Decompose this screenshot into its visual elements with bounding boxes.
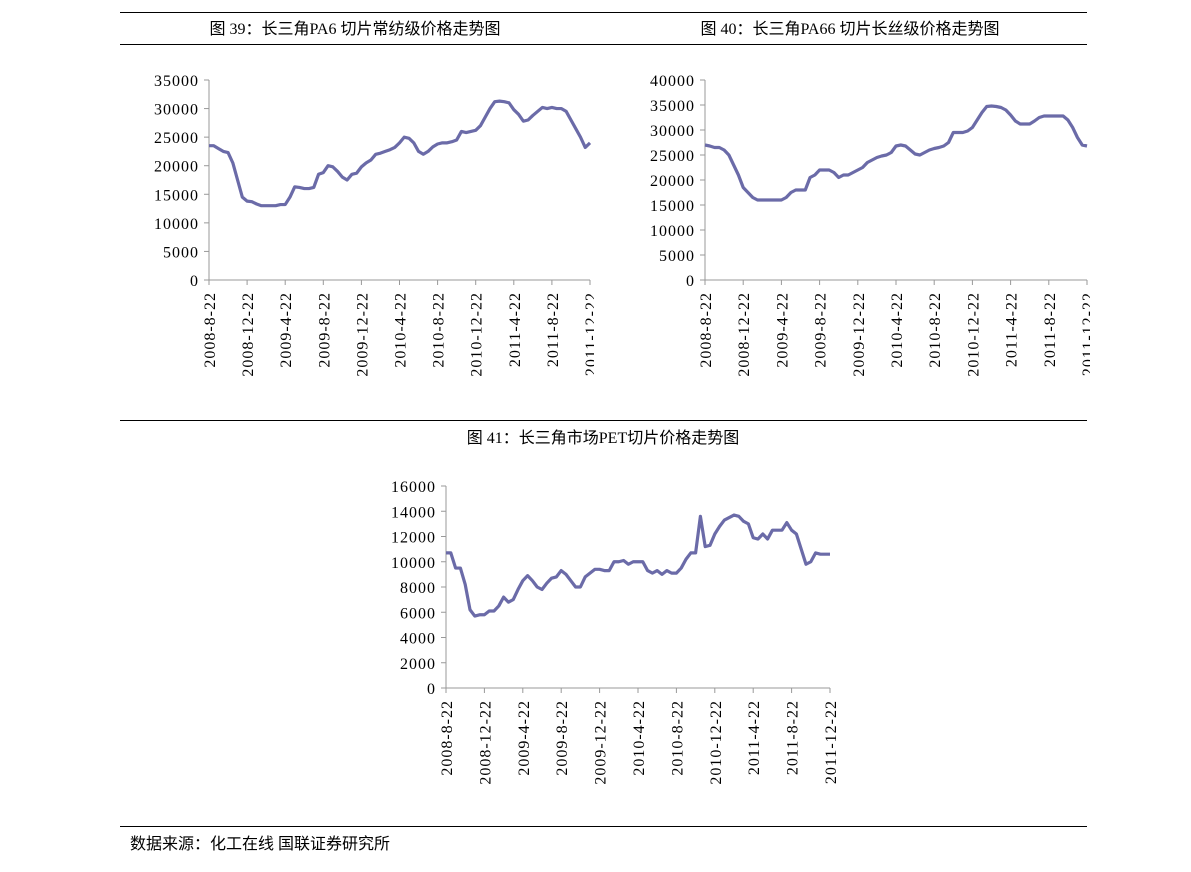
y-tick-label: 15000 — [650, 198, 695, 215]
y-tick-label: 2000 — [400, 656, 436, 673]
x-tick-label: 2010-4-22 — [889, 292, 906, 368]
chart-title: 图 41：长三角市场PET切片价格走势图 — [467, 429, 739, 447]
y-tick-label: 0 — [686, 273, 695, 290]
x-tick-label: 2011-8-22 — [545, 292, 562, 367]
x-tick-label: 2009-4-22 — [516, 700, 533, 776]
y-tick-label: 5000 — [659, 248, 695, 265]
y-tick-label: 15000 — [154, 187, 199, 204]
x-tick-label: 2010-8-22 — [927, 292, 944, 368]
x-tick-label: 2011-8-22 — [1042, 292, 1059, 367]
y-tick-label: 25000 — [650, 148, 695, 165]
x-labels: 2008-8-22 2008-12-22 2009-4-22 2009-8-22 200… — [698, 292, 1097, 377]
y-tick-label: 4000 — [400, 631, 436, 648]
x-tick-label: 2008-12-22 — [477, 700, 494, 785]
x-tick-label: 2009-8-22 — [316, 292, 333, 368]
y-tick-label: 20000 — [154, 159, 199, 176]
x-tick-label: 2010-8-22 — [669, 700, 686, 776]
x-tick-label: 2010-12-22 — [469, 292, 486, 377]
y-tick-label: 30000 — [650, 123, 695, 140]
x-tick-label: 2009-12-22 — [593, 700, 610, 785]
y-tick-label: 35000 — [650, 98, 695, 115]
x-tick-label: 2011-4-22 — [746, 700, 763, 775]
y-tick-label: 14000 — [391, 504, 436, 521]
x-tick-label: 2010-12-22 — [965, 292, 982, 377]
data-line — [209, 99, 592, 208]
y-tick-label: 0 — [190, 273, 199, 290]
x-tick-label: 2010-12-22 — [708, 700, 725, 785]
data-line — [704, 104, 1088, 202]
x-tick-label: 2009-8-22 — [554, 700, 571, 776]
y-tick-label: 0 — [427, 681, 436, 698]
x-tick-label: 2008-8-22 — [202, 292, 219, 368]
x-tick-label: 2009-12-22 — [354, 292, 371, 377]
x-labels: 2008-8-22 2008-12-22 2009-4-22 2009-8-22 200… — [439, 700, 840, 785]
x-tick-label: 2009-4-22 — [774, 292, 791, 368]
x-tick-label: 2011-4-22 — [1004, 292, 1021, 367]
y-tick-label: 16000 — [391, 479, 436, 496]
x-tick-label: 2011-4-22 — [507, 292, 524, 367]
x-tick-label: 2010-4-22 — [393, 292, 410, 368]
x-labels: 2008-8-22 2008-12-22 2009-4-22 2009-8-22 200… — [202, 292, 600, 377]
x-tick-label: 2011-12-22 — [583, 292, 600, 376]
y-tick-label: 20000 — [650, 173, 695, 190]
x-tick-label: 2010-8-22 — [431, 292, 448, 368]
x-tick-label: 2008-12-22 — [240, 292, 257, 377]
x-tick-label: 2011-8-22 — [785, 700, 802, 775]
y-tick-label: 12000 — [391, 530, 436, 547]
x-tick-label: 2011-12-22 — [823, 700, 840, 784]
y-tick-label: 8000 — [400, 580, 436, 597]
y-tick-label: 35000 — [154, 73, 199, 90]
x-tick-label: 2008-8-22 — [439, 700, 456, 776]
x-tick-label: 2011-12-22 — [1080, 292, 1097, 376]
y-tick-label: 25000 — [154, 130, 199, 147]
y-tick-label: 10000 — [391, 555, 436, 572]
chart-title: 图 40：长三角PA66 切片长丝级价格走势图 — [701, 20, 1000, 38]
chart-title: 图 39：长三角PA6 切片常纺级价格走势图 — [210, 20, 501, 38]
y-tick-label: 10000 — [650, 223, 695, 240]
y-tick-label: 6000 — [400, 605, 436, 622]
x-tick-label: 2009-4-22 — [278, 292, 295, 368]
data-line — [446, 513, 830, 618]
y-tick-label: 5000 — [163, 244, 199, 261]
y-tick-label: 30000 — [154, 102, 199, 119]
y-tick-label: 10000 — [154, 216, 199, 233]
x-tick-label: 2008-8-22 — [698, 292, 715, 368]
x-tick-label: 2008-12-22 — [736, 292, 753, 377]
source-note: 数据来源：化工在线 国联证券研究所 — [130, 835, 390, 853]
x-tick-label: 2010-4-22 — [631, 700, 648, 776]
y-tick-label: 40000 — [650, 73, 695, 90]
x-tick-label: 2009-8-22 — [813, 292, 830, 368]
x-tick-label: 2009-12-22 — [851, 292, 868, 377]
